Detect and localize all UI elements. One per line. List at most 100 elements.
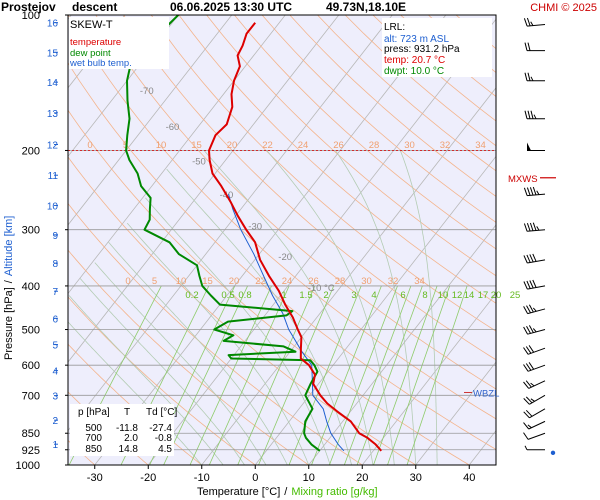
- wind-barb-feather: [532, 328, 537, 333]
- mixing-ratio-label: 10: [438, 290, 449, 301]
- isotherm-line: [308, 224, 496, 465]
- wind-barb-feather: [523, 255, 528, 264]
- moist-adiabat-line: [68, 295, 224, 465]
- dry-adiabat-line: [150, 15, 496, 332]
- wind-barb-feather: [525, 409, 533, 417]
- y-axis-label-separator: /: [3, 279, 15, 283]
- lrl-box: LRL: alt: 723 m ASL press: 931.2 hPa tem…: [382, 18, 492, 77]
- theta-w-label: 10: [176, 276, 187, 287]
- isotherm-line: [68, 15, 233, 226]
- pressure-tick-label: 925: [22, 445, 40, 457]
- summary-header-t: T: [124, 407, 130, 418]
- legend-dewpoint: dew point: [70, 48, 111, 59]
- wind-barb-feather: [530, 21, 534, 26]
- dry-adiabat-label: 0: [87, 140, 92, 151]
- pressure-tick-label: 200: [22, 145, 40, 157]
- summary-cell: 2.0: [124, 433, 138, 444]
- lrl-temp: temp: 20.7 °C: [384, 55, 445, 66]
- altitude-tick-label: 14: [47, 78, 59, 89]
- lrl-title: LRL:: [384, 22, 405, 33]
- dry-adiabat-line: [123, 15, 496, 361]
- wind-barb: [523, 304, 546, 315]
- y-axis-label-altitude: Altitude [km]: [3, 216, 15, 277]
- isotherm-label: -70: [140, 86, 154, 97]
- theta-w-label: 24: [282, 276, 293, 287]
- legend-temperature: temperature: [70, 37, 121, 48]
- theta-w-label: 20: [229, 276, 240, 287]
- isotherm-label: -50: [192, 157, 206, 168]
- theta-w-label: 26: [308, 276, 319, 287]
- mixing-ratio-label: 8: [422, 290, 427, 301]
- wind-barb-feather: [528, 362, 535, 370]
- lrl-alt: alt: 723 m ASL: [384, 34, 449, 45]
- altitude-tick-label: 10: [47, 201, 59, 212]
- pressure-tick-label: 100: [22, 10, 40, 22]
- theta-w-label: 0: [125, 276, 130, 287]
- wind-barb-feather: [524, 445, 528, 451]
- wind-barb: [523, 325, 546, 335]
- x-tick-label: 10: [303, 472, 315, 484]
- lrl-background: [382, 18, 492, 77]
- altitude-tick-label: 1: [52, 440, 58, 451]
- mixing-ratio-line: [237, 285, 316, 465]
- wind-barb-feather: [528, 325, 534, 333]
- surface-marker: [550, 450, 556, 456]
- wind-barb-feather: [532, 186, 537, 196]
- wind-barb-staff: [527, 24, 546, 27]
- wind-barb: [523, 362, 546, 372]
- altitude-tick-label: 15: [47, 48, 59, 59]
- wind-barb: [523, 420, 546, 430]
- summary-cell: 14.8: [119, 444, 139, 455]
- dry-adiabat-line: [206, 15, 496, 277]
- summary-cell: 4.5: [158, 444, 172, 455]
- altitude-tick-label: 5: [52, 341, 58, 352]
- legend: SKEW-T temperature dew point wet bulb te…: [69, 17, 169, 69]
- dry-adiabat-label: 28: [369, 140, 380, 151]
- moist-adiabat-line: [166, 168, 352, 465]
- mixing-ratio-line: [163, 285, 248, 465]
- wind-barb: [523, 380, 546, 389]
- wind-barb-feather: [533, 114, 537, 119]
- isotherm-line: [254, 155, 496, 465]
- isotherm-label: -30: [248, 222, 262, 233]
- altitude-tick-label: 2: [52, 416, 58, 427]
- mixing-ratio-label: 12: [452, 290, 463, 301]
- wind-barb-feather: [526, 17, 531, 26]
- isotherm-label: -60: [166, 122, 180, 133]
- mixing-ratio-line: [329, 285, 398, 465]
- summary-cell: -11.8: [116, 423, 138, 434]
- altitude-tick-label: 9: [52, 231, 58, 242]
- wind-barb-feather: [536, 190, 540, 195]
- wind-barb-feather: [526, 223, 531, 232]
- mixing-ratio-line: [258, 285, 335, 465]
- isotherm-line: [415, 361, 496, 465]
- wind-barb: [523, 222, 546, 232]
- pressure-tick-label: 700: [22, 390, 40, 402]
- dry-adiabat-label: 32: [440, 140, 451, 151]
- x-tick-label: 40: [463, 472, 475, 484]
- mixing-ratio-label: 4: [371, 290, 376, 301]
- wind-barb-feather: [524, 110, 528, 119]
- header-station: Prostejov: [1, 0, 56, 14]
- wind-barb: [523, 253, 546, 264]
- wind-barb-feather: [526, 325, 531, 334]
- altitude-tick-label: 8: [52, 259, 58, 270]
- wind-barb-feather: [523, 422, 530, 430]
- x-axis-label-separator: /: [284, 486, 288, 498]
- wind-barb-feather: [523, 432, 529, 440]
- wind-barb-feather: [523, 381, 530, 389]
- dry-adiabat-label: 22: [262, 140, 273, 151]
- wbzl-marker: WBZL: [473, 389, 499, 400]
- moist-adiabat-line: [68, 321, 203, 465]
- wind-barb-feather: [527, 424, 532, 429]
- wind-barb-feather: [523, 347, 529, 355]
- wind-barb: [523, 345, 546, 355]
- wind-barb-feather: [523, 306, 529, 314]
- mixing-ratio-label: 0.5: [221, 290, 234, 301]
- altitude-tick-label: 3: [52, 392, 58, 403]
- wind-barb-feather: [523, 18, 528, 27]
- summary-cell: 500: [85, 423, 102, 434]
- dry-adiabat-line: [289, 15, 496, 197]
- isotherm-line: [68, 15, 286, 295]
- isotherm-label: -10 °C: [308, 283, 335, 294]
